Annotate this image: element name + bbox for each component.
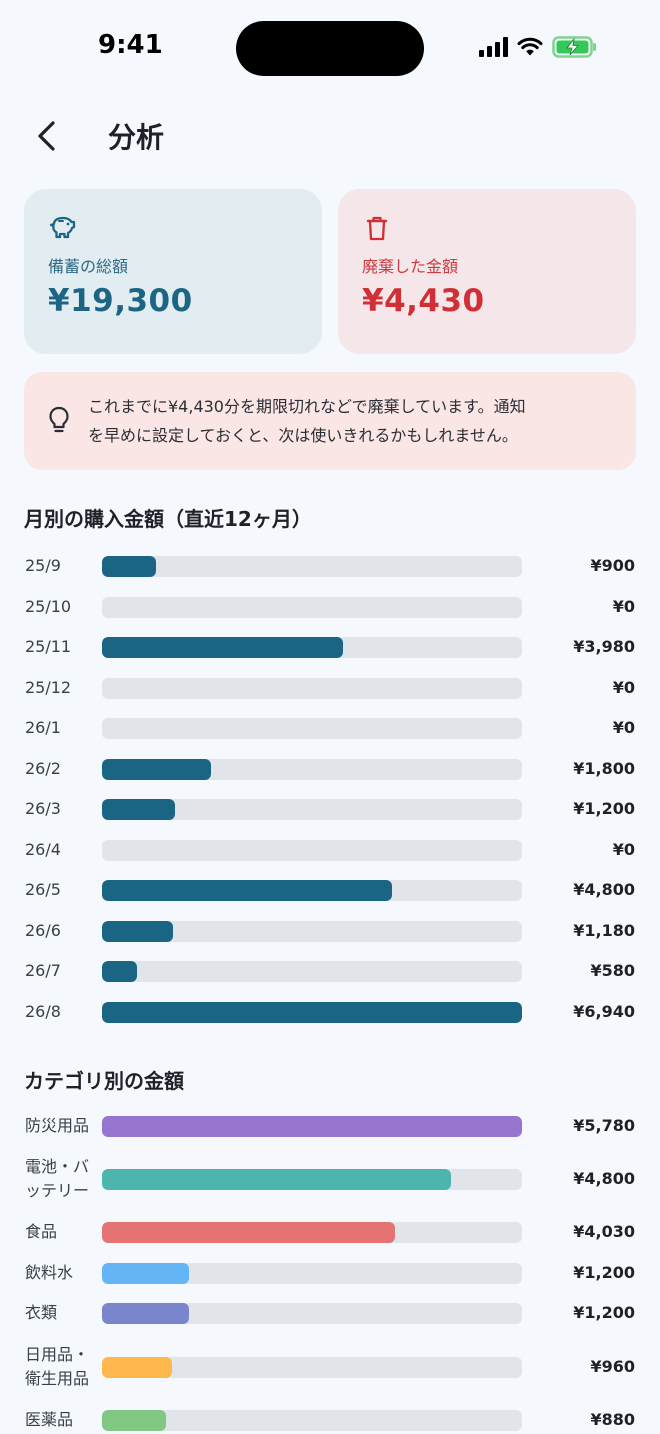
monthly-row-label: 25/11 — [25, 637, 72, 656]
waste-tip-banner: これまでに¥4,430分を期限切れなどで廃棄しています。通知 を早めに設定してお… — [24, 372, 636, 470]
lightbulb-icon — [49, 406, 69, 433]
category-bar — [102, 1303, 189, 1324]
category-bar-track — [102, 1169, 522, 1190]
monthly-bar-track — [102, 637, 522, 658]
monthly-bar-track — [102, 556, 522, 577]
monthly-bar-track — [102, 678, 522, 699]
monthly-bar — [102, 637, 343, 658]
category-bar-track — [102, 1222, 522, 1243]
category-row-value: ¥4,030 — [573, 1222, 635, 1241]
monthly-row-value: ¥6,940 — [573, 1002, 635, 1021]
category-row-value: ¥5,780 — [573, 1116, 635, 1135]
monthly-row-label: 26/5 — [25, 880, 61, 899]
saving-total-card: 備蓄の総額 ¥19,300 — [24, 189, 322, 354]
category-section-title: カテゴリ別の金額 — [24, 1069, 184, 1093]
monthly-row-label: 25/12 — [25, 678, 72, 697]
monthly-row-label: 25/9 — [25, 556, 61, 575]
category-bar — [102, 1410, 166, 1431]
battery-charging-icon — [552, 36, 596, 58]
monthly-row-value: ¥3,980 — [573, 637, 635, 656]
monthly-row-label: 26/1 — [25, 718, 61, 737]
monthly-bar-track — [102, 961, 522, 982]
category-row-label: 医薬品 — [25, 1410, 74, 1429]
status-bar: 9:41 — [0, 0, 660, 96]
category-row-label: 食品 — [25, 1222, 58, 1241]
tip-line: を早めに設定しておくと、次は使いきれるかもしれません。 — [88, 426, 518, 445]
monthly-row-label: 26/8 — [25, 1002, 61, 1021]
monthly-bar-track — [102, 718, 522, 739]
category-row-label: 飲料水 — [25, 1263, 74, 1282]
monthly-bar-track — [102, 880, 522, 901]
monthly-row-value: ¥580 — [590, 961, 635, 980]
monthly-bar-track — [102, 799, 522, 820]
category-bar — [102, 1169, 451, 1190]
category-bar-track — [102, 1116, 522, 1137]
monthly-bar — [102, 759, 211, 780]
category-row-label: 防災用品 — [25, 1116, 90, 1135]
dynamic-island — [236, 21, 424, 76]
category-bar-track — [102, 1410, 522, 1431]
monthly-section-title: 月別の購入金額（直近12ヶ月） — [24, 507, 312, 531]
category-row-label: 日用品・ 衛生用品 — [25, 1345, 90, 1388]
monthly-row-label: 26/4 — [25, 840, 61, 859]
category-bar — [102, 1263, 189, 1284]
category-row-label: 電池・バ ッテリー — [25, 1157, 90, 1200]
status-icons — [479, 36, 598, 58]
monthly-bar-track — [102, 1002, 522, 1023]
waste-total-label: 廃棄した金額 — [362, 257, 459, 276]
monthly-row-label: 26/7 — [25, 961, 61, 980]
monthly-row-value: ¥0 — [612, 840, 635, 859]
monthly-bar — [102, 556, 156, 577]
piggy-bank-icon — [49, 216, 76, 239]
monthly-bar-track — [102, 597, 522, 618]
monthly-row-label: 25/10 — [25, 597, 72, 616]
monthly-bar — [102, 921, 173, 942]
wifi-icon — [517, 37, 543, 56]
monthly-bar — [102, 880, 392, 901]
category-bar — [102, 1357, 172, 1378]
chevron-left-icon — [38, 121, 55, 151]
category-row-value: ¥1,200 — [573, 1263, 635, 1282]
header: 分析 — [0, 100, 660, 172]
category-bar-track — [102, 1357, 522, 1378]
category-row-value: ¥960 — [590, 1357, 635, 1376]
monthly-bar — [102, 961, 137, 982]
cellular-signal-icon — [479, 37, 508, 57]
monthly-bar-track — [102, 921, 522, 942]
category-row-value: ¥1,200 — [573, 1303, 635, 1322]
monthly-row-value: ¥0 — [612, 597, 635, 616]
category-row-value: ¥4,800 — [573, 1169, 635, 1188]
back-button[interactable] — [28, 114, 64, 158]
trash-icon — [366, 216, 388, 241]
category-row-value: ¥880 — [590, 1410, 635, 1429]
monthly-bar-track — [102, 759, 522, 780]
monthly-row-value: ¥900 — [590, 556, 635, 575]
monthly-row-value: ¥0 — [612, 678, 635, 697]
category-row-label: 衣類 — [25, 1303, 58, 1322]
monthly-row-value: ¥1,180 — [573, 921, 635, 940]
monthly-row-label: 26/2 — [25, 759, 61, 778]
monthly-row-value: ¥4,800 — [573, 880, 635, 899]
monthly-bar — [102, 799, 175, 820]
monthly-row-label: 26/6 — [25, 921, 61, 940]
category-bar-track — [102, 1303, 522, 1324]
monthly-bar-track — [102, 840, 522, 861]
waste-total-value: ¥4,430 — [362, 283, 485, 319]
saving-total-label: 備蓄の総額 — [48, 257, 129, 276]
page-title: 分析 — [108, 121, 165, 154]
saving-total-value: ¥19,300 — [48, 283, 193, 319]
monthly-bar — [102, 1002, 522, 1023]
category-bar — [102, 1222, 395, 1243]
waste-total-card: 廃棄した金額 ¥4,430 — [338, 189, 636, 354]
category-bar-track — [102, 1263, 522, 1284]
tip-text: これまでに¥4,430分を期限切れなどで廃棄しています。通知 を早めに設定してお… — [88, 392, 614, 450]
status-time: 9:41 — [98, 30, 163, 60]
monthly-row-value: ¥1,200 — [573, 799, 635, 818]
tip-line: これまでに¥4,430分を期限切れなどで廃棄しています。通知 — [88, 397, 526, 416]
monthly-row-value: ¥0 — [612, 718, 635, 737]
monthly-row-label: 26/3 — [25, 799, 61, 818]
category-bar — [102, 1116, 522, 1137]
monthly-row-value: ¥1,800 — [573, 759, 635, 778]
